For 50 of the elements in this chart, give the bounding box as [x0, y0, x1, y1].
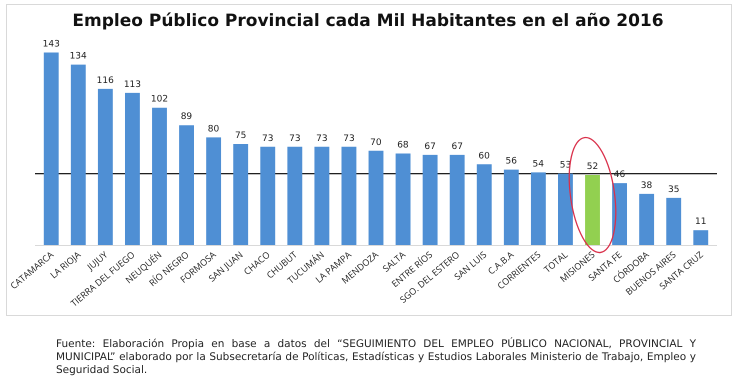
bar: [314, 146, 330, 245]
bar: [179, 125, 194, 245]
bar: [504, 170, 519, 245]
bar: [450, 154, 465, 245]
data-label: 35: [668, 184, 680, 195]
data-label: 67: [424, 142, 436, 152]
bar: [124, 92, 140, 245]
bar: [530, 172, 546, 245]
data-label: 143: [42, 40, 60, 50]
data-label: 73: [289, 134, 301, 144]
data-label: 75: [234, 131, 246, 142]
bar: [260, 146, 276, 245]
bar: [639, 194, 654, 245]
bar: [396, 153, 411, 245]
data-label: 11: [695, 217, 706, 228]
data-label: 113: [124, 80, 142, 90]
data-label: 56: [505, 156, 518, 167]
bar: [44, 52, 59, 245]
bar: [341, 146, 356, 245]
bar: [693, 230, 708, 245]
data-label: 134: [70, 52, 88, 62]
bar: [476, 164, 492, 245]
bar: [233, 144, 248, 245]
data-label: 116: [96, 76, 114, 86]
data-label: 54: [532, 159, 544, 170]
data-label: 67: [451, 142, 463, 152]
bar: [70, 64, 86, 245]
source-note: Fuente: Elaboración Propia en base a datos del “SEGUIMIENTO DEL EMPLEO PÚBLICO NACIONAL, PROVINCIAL Y MUNICIPAL” elaborado por la Subsecretaría de Políticas, Estadísticas y Estudios Laborales Ministerio de Trabajo, Empleo y Seguridad Social.: [56, 338, 696, 377]
bar: [368, 150, 384, 245]
bar: [585, 175, 600, 245]
data-label: 60: [478, 151, 490, 162]
bar: [98, 88, 113, 245]
data-label: 73: [316, 134, 328, 144]
data-label: 70: [370, 138, 382, 148]
data-label: 38: [640, 180, 652, 191]
data-label: 89: [180, 112, 192, 122]
bar: [206, 137, 222, 245]
data-label: 73: [262, 134, 274, 144]
bar: [287, 146, 302, 245]
data-label: 102: [150, 94, 168, 105]
data-label: 52: [586, 162, 598, 172]
bar: [558, 174, 573, 245]
bar: [666, 198, 682, 245]
bar: [612, 183, 628, 245]
bar: [152, 108, 167, 245]
chart-title: Empleo Público Provincial cada Mil Habitantes en el año 2016: [72, 11, 664, 32]
data-label: 80: [208, 124, 220, 134]
data-label: 73: [343, 134, 355, 144]
bar: [422, 154, 438, 245]
data-label: 68: [397, 140, 409, 150]
